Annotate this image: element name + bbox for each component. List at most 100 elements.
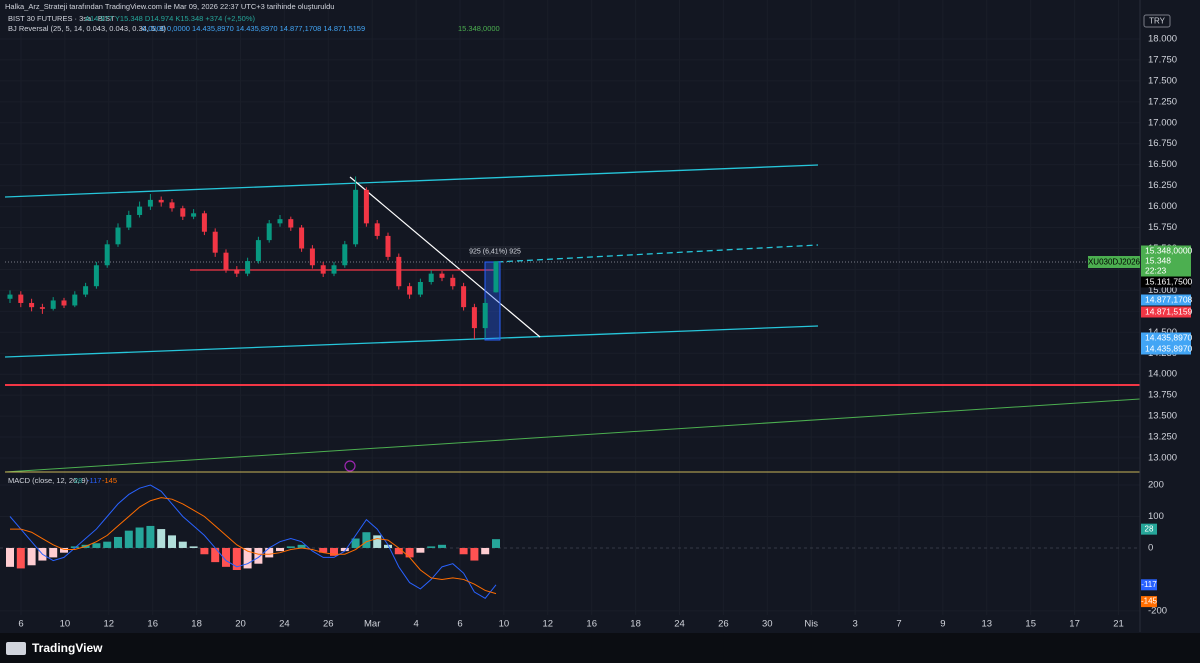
axes: 6 10 12 16 18 20 24 26 Mar 4 6 10 12 16 18 24 26 30 Nis 3 7 9… xyxy=(18,33,1192,629)
candle-body xyxy=(147,199,153,207)
candle-body xyxy=(385,235,391,257)
logo xyxy=(6,642,26,655)
value-label: -117 xyxy=(1141,580,1157,589)
histogram-bar xyxy=(49,547,58,558)
histogram-bar xyxy=(6,547,14,567)
channel-bottom xyxy=(4,325,819,358)
candle-body xyxy=(255,240,261,262)
y-tick-label: 17.750 xyxy=(1148,54,1177,65)
candle-body xyxy=(104,244,110,266)
y-tick-label: 13.500 xyxy=(1148,411,1177,422)
candle-body xyxy=(266,223,272,241)
event-icon[interactable] xyxy=(344,460,356,472)
credit: Halka_Arz_Strateji tarafından TradingVie… xyxy=(5,2,334,11)
channel-mid xyxy=(496,244,819,263)
x-tick-label: 30 xyxy=(762,619,773,630)
y-tick-label: 0 xyxy=(1148,542,1153,553)
trendline xyxy=(349,176,541,338)
y-tick-label: 16.500 xyxy=(1148,159,1177,170)
candle-body xyxy=(363,189,369,224)
plot xyxy=(6,176,500,599)
x-tick-label: Nis xyxy=(804,619,818,630)
x-tick-label: 20 xyxy=(235,619,246,630)
candle-body xyxy=(331,265,337,274)
candle-body xyxy=(223,252,229,270)
brand: TradingView xyxy=(32,641,103,655)
candle-body xyxy=(50,300,56,309)
price-label-bg xyxy=(1141,306,1191,318)
histogram-bar xyxy=(492,539,500,548)
candle-body xyxy=(482,302,488,329)
histogram-bar xyxy=(60,547,68,553)
y-tick-label: 15.000 xyxy=(1148,285,1177,296)
candle-body xyxy=(158,199,164,203)
candle-body xyxy=(471,307,477,329)
histogram-bar xyxy=(232,547,241,570)
x-tick-label: 17 xyxy=(1069,619,1080,630)
histogram-bar xyxy=(92,543,101,548)
currency-box[interactable] xyxy=(1143,14,1171,28)
histogram-bar xyxy=(157,529,166,548)
candle-body xyxy=(450,277,456,287)
histogram-bar xyxy=(405,547,414,558)
histogram-bar xyxy=(481,547,490,555)
y-tick-label: 13.750 xyxy=(1148,390,1177,401)
price-label-bg xyxy=(1141,276,1191,288)
candle-body xyxy=(439,273,445,278)
x-tick-label: Mar xyxy=(364,619,380,630)
histogram-bar xyxy=(254,547,263,564)
x-tick-label: 7 xyxy=(896,619,901,630)
symbol: BIST 30 FUTURES · 3sa · BIST xyxy=(8,14,115,23)
candle-body xyxy=(201,213,207,232)
grid xyxy=(0,547,1140,549)
histogram-bar xyxy=(124,530,133,548)
candle-body xyxy=(299,227,305,249)
y-tick-label: 18.000 xyxy=(1148,33,1177,44)
long-trendline xyxy=(4,398,1141,473)
macd-line xyxy=(10,497,497,595)
histogram-bar xyxy=(459,547,468,555)
histogram-bar xyxy=(340,547,349,552)
candle-body xyxy=(353,189,359,245)
histogram-bar xyxy=(297,544,306,548)
y-tick-label: 15.750 xyxy=(1148,222,1177,233)
y-tick-label: 17.000 xyxy=(1148,117,1177,128)
price-label: 14.435,8970 xyxy=(1145,343,1193,353)
macd-hist-last: 28 xyxy=(74,476,82,485)
histogram-bar xyxy=(427,546,436,548)
histogram-bar xyxy=(16,547,25,569)
histogram-bar xyxy=(168,535,176,548)
price-label: 15.348,0000 xyxy=(1145,245,1193,255)
candle-body xyxy=(309,248,315,266)
x-tick-label: 13 xyxy=(982,619,993,630)
histogram-bar xyxy=(243,547,252,569)
candle-body xyxy=(428,273,434,283)
candle-body xyxy=(320,265,326,274)
x-tick-label: 26 xyxy=(718,619,729,630)
histogram-bar xyxy=(319,547,328,553)
histogram-bar xyxy=(146,525,155,548)
histogram-bar xyxy=(27,547,36,566)
currency: TRY xyxy=(1149,17,1166,26)
price-label: 14.435,8970 xyxy=(1145,332,1193,342)
candle-body xyxy=(212,231,218,253)
histogram-bar xyxy=(222,547,230,567)
macd-last: -117 xyxy=(87,476,101,485)
x-tick-label: 24 xyxy=(279,619,290,630)
histogram-bar xyxy=(276,547,284,552)
measure-label: 925 (6,41%) 925 xyxy=(469,248,521,255)
histogram-bar xyxy=(200,547,209,555)
price-label: 15.161,7500 xyxy=(1145,276,1193,286)
histogram-bar xyxy=(265,547,274,558)
x-tick-label: 12 xyxy=(543,619,554,630)
value-label-bg xyxy=(1141,523,1157,535)
candle-body xyxy=(169,202,175,209)
y-tick-label: 14.000 xyxy=(1148,369,1177,380)
value-label-bg xyxy=(1141,596,1157,608)
x-tick-label: 15 xyxy=(1025,619,1036,630)
candle-body xyxy=(29,302,35,308)
histogram-bar xyxy=(135,527,144,548)
histogram-bar xyxy=(438,544,446,548)
candle-body xyxy=(126,214,132,228)
